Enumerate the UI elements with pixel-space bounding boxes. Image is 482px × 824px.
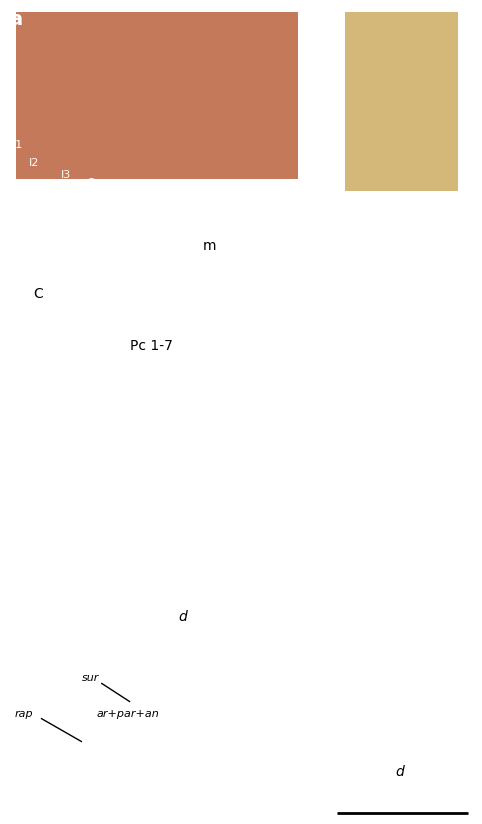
Text: i1: i1 (443, 438, 454, 447)
Text: pc 1-9: pc 1-9 (241, 438, 276, 447)
Text: sy: sy (289, 550, 302, 560)
Text: C: C (34, 288, 43, 302)
Text: I3: I3 (61, 170, 71, 180)
Text: c: c (308, 438, 315, 447)
Text: e: e (10, 805, 23, 824)
Text: d: d (395, 765, 404, 780)
Text: ar+par+an: ar+par+an (96, 709, 159, 719)
Text: d: d (14, 499, 22, 512)
Text: b: b (332, 10, 346, 29)
Bar (16, 12, 298, 179)
Text: sur: sur (82, 673, 99, 683)
Text: d: d (178, 611, 187, 625)
Text: C: C (87, 178, 94, 188)
Text: Pc 1-9: Pc 1-9 (151, 183, 189, 196)
Text: rap: rap (14, 709, 33, 719)
Text: a: a (10, 10, 23, 29)
Text: i3: i3 (347, 438, 357, 447)
Text: Pc 1-7: Pc 1-7 (130, 339, 173, 353)
Text: d: d (193, 524, 201, 536)
Text: I1: I1 (13, 139, 23, 149)
Text: c: c (10, 381, 21, 400)
Text: i2: i2 (390, 438, 401, 447)
Text: d: d (10, 550, 24, 569)
Text: m: m (202, 239, 216, 253)
Text: I2: I2 (29, 158, 39, 168)
Bar (345, 12, 458, 191)
